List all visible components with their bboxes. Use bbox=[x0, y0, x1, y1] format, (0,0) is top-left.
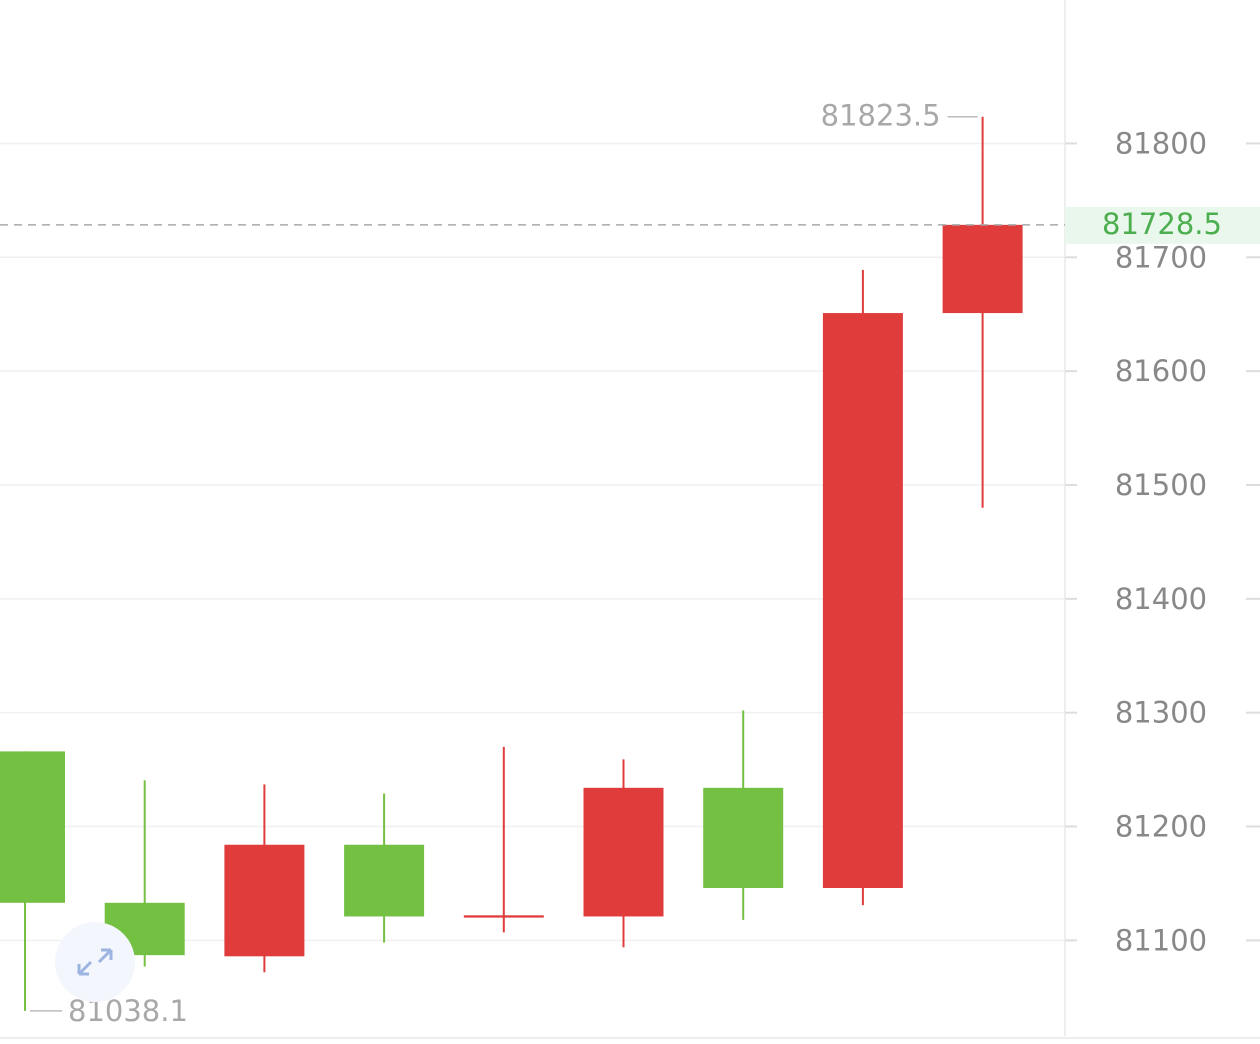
candle-body bbox=[822, 313, 903, 889]
y-tick-label: 81600 bbox=[1115, 354, 1207, 388]
candle-body bbox=[463, 915, 544, 918]
y-tick-label: 81100 bbox=[1115, 923, 1207, 957]
candle-body bbox=[942, 224, 1023, 314]
y-tick-label: 81700 bbox=[1115, 240, 1207, 274]
candle-body bbox=[583, 787, 664, 917]
y-tick-label: 81200 bbox=[1115, 810, 1207, 844]
y-tick-label: 81500 bbox=[1115, 468, 1207, 502]
candle-body bbox=[224, 844, 305, 957]
candle-body bbox=[703, 787, 784, 888]
candle-body bbox=[0, 751, 65, 903]
candle-body bbox=[344, 844, 425, 917]
plot-area: 81100 81200 81300 81400 81500 81600 81700 81800… bbox=[0, 99, 1260, 1028]
last-price-bg bbox=[1065, 206, 1260, 244]
last-price-label: 81728.5 bbox=[1102, 207, 1222, 241]
y-tick-label: 81800 bbox=[1115, 126, 1207, 160]
expand-button-bg[interactable] bbox=[55, 922, 135, 1002]
y-tick-label: 81400 bbox=[1115, 582, 1207, 616]
expand-button[interactable] bbox=[55, 922, 135, 1002]
expand-icon[interactable] bbox=[77, 948, 113, 976]
y-tick-label: 81300 bbox=[1115, 696, 1207, 730]
max-label: 81823.5 bbox=[821, 99, 941, 133]
